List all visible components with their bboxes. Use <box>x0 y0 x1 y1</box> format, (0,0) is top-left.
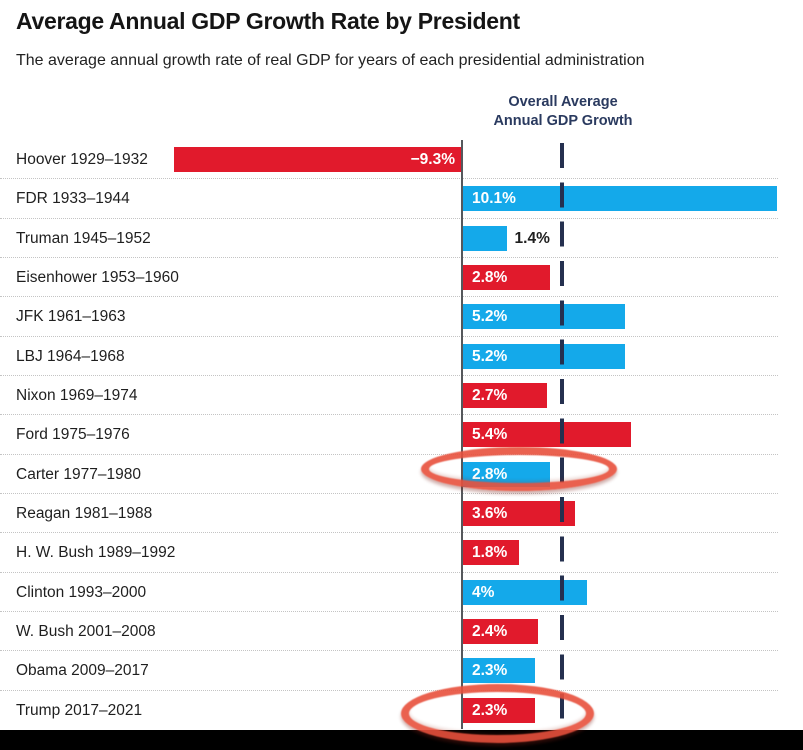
president-label: Clinton 1993–2000 <box>16 583 147 601</box>
row-separator <box>0 453 778 455</box>
chart-row: W. Bush 2001–2008 2.4% <box>0 612 803 652</box>
value-label: 5.4% <box>472 426 508 444</box>
row-separator <box>0 610 778 612</box>
president-label: Obama 2009–2017 <box>16 662 149 680</box>
row-separator <box>0 414 778 416</box>
president-label: Reagan 1981–1988 <box>16 504 153 522</box>
chart-row: Reagan 1981–1988 3.6% <box>0 494 803 534</box>
president-label: Hoover 1929–1932 <box>16 151 148 168</box>
president-label: FDR 1933–1944 <box>16 190 130 208</box>
chart-row: Obama 2009–2017 2.3% <box>0 651 803 691</box>
row-separator <box>0 689 778 691</box>
president-label: Carter 1977–1980 <box>16 465 141 483</box>
value-label: −9.3% <box>410 151 455 168</box>
gdp-bar <box>463 422 631 448</box>
highlight-ellipse-trump <box>401 684 594 743</box>
value-label: 5.2% <box>472 347 508 365</box>
value-label: 2.8% <box>472 268 508 286</box>
page-subtitle: The average annual growth rate of real G… <box>16 52 645 69</box>
chart-row: Nixon 1969–1974 2.7% <box>0 376 803 416</box>
gdp-bar <box>463 225 507 251</box>
gdp-bar <box>463 264 551 290</box>
value-label: 10.1% <box>472 190 516 208</box>
chart-row: LBJ 1964–1968 5.2% <box>0 337 803 376</box>
chart-row: H. W. Bush 1989–1992 1.8% <box>0 533 803 573</box>
row-separator <box>0 650 778 652</box>
reference-line-label: Overall Average Annual GDP Growth <box>468 93 658 131</box>
value-label: 2.3% <box>472 662 508 680</box>
highlight-ellipse-carter <box>421 447 617 491</box>
chart-row: Ford 1975–1976 5.4% <box>0 415 803 455</box>
value-label: 2.7% <box>472 386 508 404</box>
row-separator <box>0 374 778 376</box>
bottom-black-bar <box>0 730 803 750</box>
chart-row: Hoover 1929–1932 −9.3% <box>0 140 803 180</box>
zero-axis-line <box>461 140 463 729</box>
value-label: 1.8% <box>472 544 508 562</box>
row-separator <box>0 532 778 534</box>
chart-row: FDR 1933–1944 10.1% <box>0 179 803 219</box>
value-label: 1.4% <box>514 229 550 247</box>
president-label: JFK 1961–1963 <box>16 308 126 326</box>
president-label: Trump 2017–2021 <box>16 701 143 719</box>
chart-row: Truman 1945–1952 1.4% <box>0 219 803 258</box>
chart-row: Clinton 1993–2000 4% <box>0 573 803 612</box>
value-label: 3.6% <box>472 504 508 522</box>
gdp-bar <box>463 618 538 644</box>
president-label: H. W. Bush 1989–1992 <box>16 544 176 562</box>
reference-line-label-line1: Overall Average <box>508 94 618 110</box>
row-separator <box>0 296 778 298</box>
gdp-bar <box>463 304 625 330</box>
president-label: Nixon 1969–1974 <box>16 386 138 404</box>
gdp-bar <box>463 500 575 526</box>
value-label: 4% <box>472 583 495 601</box>
chart-row: Eisenhower 1953–1960 2.8% <box>0 258 803 298</box>
value-label: 5.2% <box>472 308 508 326</box>
gdp-bar <box>463 186 778 212</box>
chart-row: JFK 1961–1963 5.2% <box>0 297 803 337</box>
page-title: Average Annual GDP Growth Rate by Presid… <box>16 8 520 34</box>
president-label: Ford 1975–1976 <box>16 426 130 444</box>
gdp-bar <box>463 343 625 369</box>
gdp-bar <box>463 382 547 408</box>
president-label: LBJ 1964–1968 <box>16 347 125 365</box>
gdp-bar <box>463 579 588 605</box>
president-label: W. Bush 2001–2008 <box>16 622 156 640</box>
row-separator <box>0 217 778 219</box>
gdp-bar <box>463 658 535 684</box>
row-separator <box>0 492 778 494</box>
president-label: Eisenhower 1953–1960 <box>16 268 179 286</box>
reference-line-label-line2: Annual GDP Growth <box>493 113 633 129</box>
row-separator <box>0 256 778 258</box>
chart-row: Carter 1977–1980 2.8% <box>0 455 803 494</box>
row-separator <box>0 571 778 573</box>
gdp-bar <box>173 147 463 172</box>
row-separator <box>0 335 778 337</box>
president-label: Truman 1945–1952 <box>16 229 151 247</box>
value-label: 2.4% <box>472 622 508 640</box>
gdp-bar <box>463 540 519 566</box>
row-separator <box>0 178 778 180</box>
overall-average-dashed-line <box>560 143 564 723</box>
